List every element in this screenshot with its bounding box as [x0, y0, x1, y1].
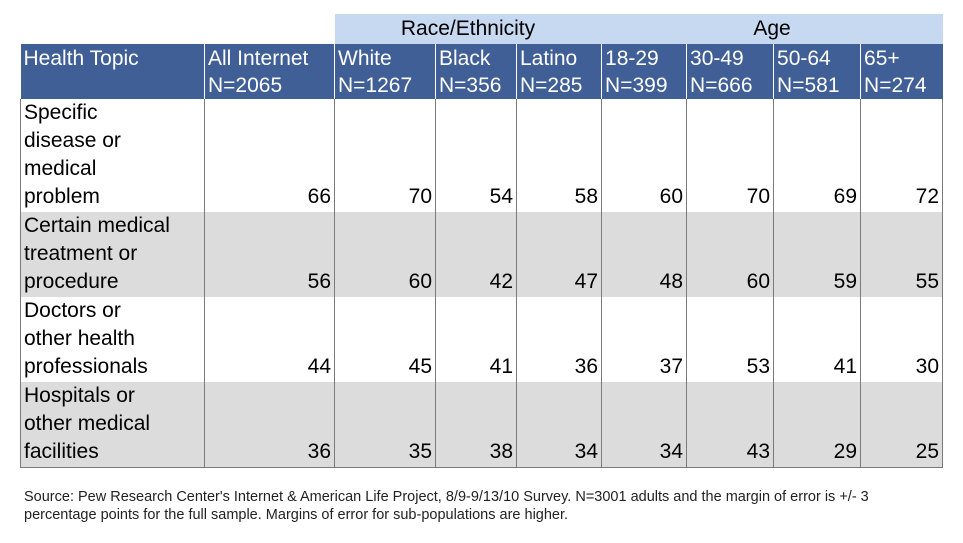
value-cell: 69 — [773, 99, 862, 212]
row-topic-line: other health — [24, 327, 135, 350]
value-cell: 59 — [773, 212, 862, 297]
table-body: Specific disease or medical problem 66 70 54 58… — [20, 99, 944, 468]
column-header-sample-size: N=399 — [605, 74, 668, 97]
value-cell: 70 — [334, 99, 436, 212]
group-header-race-ethnicity: Race/Ethnicity — [334, 14, 602, 44]
value-cell: 36 — [516, 297, 603, 382]
group-header-row: Race/Ethnicity Age — [21, 14, 943, 44]
value-cell: 66 — [204, 99, 335, 212]
row-topic-cell: Doctors or other health professionals — [20, 297, 205, 382]
value-cell: 72 — [860, 99, 944, 212]
row-topic-cell: Certain medical treatment or procedure — [20, 212, 205, 297]
row-topic-cell: Hospitals or other medical facilities — [20, 382, 205, 468]
value-cell: 30 — [860, 297, 944, 382]
row-topic-line: Doctors or — [24, 299, 121, 322]
value-cell: 70 — [686, 99, 775, 212]
column-header-sample-size: N=1267 — [338, 74, 413, 97]
value-cell: 41 — [435, 297, 517, 382]
column-header-sample-size: N=274 — [864, 74, 927, 97]
row-topic-line: Certain medical — [24, 214, 170, 237]
row-topic-line: treatment or — [24, 242, 138, 265]
column-header-label: Latino — [520, 47, 578, 70]
table-row: Doctors or other health professionals 44 45 4… — [20, 297, 944, 382]
column-header-white: White N=1267 — [334, 44, 436, 99]
row-topic-line: disease or — [24, 129, 121, 152]
table-row: Specific disease or medical problem 66 70 54 58… — [20, 99, 944, 212]
value-cell: 60 — [334, 212, 436, 297]
row-topic-line: Specific — [24, 101, 98, 124]
row-topic-line: other medical — [24, 412, 151, 435]
column-header-row: Health Topic All Internet N=2065 White N=126… — [20, 44, 943, 99]
group-header-age: Age — [601, 14, 943, 44]
row-topic-cell: Specific disease or medical problem — [20, 99, 205, 212]
value-cell: 45 — [334, 297, 436, 382]
group-header-blank — [21, 14, 335, 44]
column-header-label: 18-29 — [605, 47, 659, 70]
column-header-black: Black N=356 — [435, 44, 517, 99]
column-header-30-49: 30-49 N=666 — [686, 44, 775, 99]
value-cell: 41 — [773, 297, 862, 382]
value-cell: 53 — [686, 297, 775, 382]
value-cell: 34 — [516, 382, 603, 468]
value-cell: 38 — [435, 382, 517, 468]
value-cell: 48 — [601, 212, 688, 297]
value-cell: 29 — [773, 382, 862, 468]
value-cell: 56 — [204, 212, 335, 297]
column-header-label: White — [338, 47, 392, 70]
value-cell: 36 — [204, 382, 335, 468]
value-cell: 55 — [860, 212, 944, 297]
row-topic-line: problem — [24, 185, 100, 208]
table-row: Certain medical treatment or procedure 56 60… — [20, 212, 944, 297]
value-cell: 60 — [686, 212, 775, 297]
value-cell: 43 — [686, 382, 775, 468]
value-cell: 58 — [516, 99, 603, 212]
row-topic-line: medical — [24, 157, 97, 180]
column-header-18-29: 18-29 N=399 — [601, 44, 688, 99]
column-header-label: 65+ — [864, 47, 900, 70]
source-note: Source: Pew Research Center's Internet &… — [24, 489, 869, 523]
value-cell: 34 — [601, 382, 688, 468]
column-header-label: All Internet — [208, 47, 309, 70]
column-header-sample-size: N=666 — [690, 74, 753, 97]
health-topics-table: Race/Ethnicity Age Health Topic All Inter… — [20, 14, 944, 468]
column-header-sample-size: N=285 — [520, 74, 583, 97]
row-topic-line: Hospitals or — [24, 384, 135, 407]
column-header-label: 30-49 — [690, 47, 744, 70]
row-topic-line: professionals — [24, 355, 148, 378]
column-header-all-internet: All Internet N=2065 — [204, 44, 335, 99]
table-row: Hospitals or other medical facilities 36 35 3… — [20, 382, 944, 468]
column-header-label: Health Topic — [23, 47, 139, 70]
value-cell: 25 — [860, 382, 944, 468]
value-cell: 35 — [334, 382, 436, 468]
value-cell: 54 — [435, 99, 517, 212]
column-header-latino: Latino N=285 — [516, 44, 603, 99]
column-header-label: 50-64 — [777, 47, 831, 70]
value-cell: 44 — [204, 297, 335, 382]
value-cell: 60 — [601, 99, 688, 212]
row-topic-line: facilities — [24, 440, 99, 463]
value-cell: 47 — [516, 212, 603, 297]
column-header-label: Black — [439, 47, 491, 70]
data-table-container: Race/Ethnicity Age Health Topic All Inter… — [20, 14, 944, 468]
value-cell: 42 — [435, 212, 517, 297]
row-topic-line: procedure — [24, 270, 119, 293]
column-header-sample-size: N=581 — [777, 74, 840, 97]
column-header-health-topic: Health Topic — [20, 44, 205, 99]
column-header-sample-size: N=2065 — [208, 74, 283, 97]
column-header-sample-size: N=356 — [439, 74, 502, 97]
column-header-65-: 65+ N=274 — [860, 44, 943, 99]
value-cell: 37 — [601, 297, 688, 382]
column-header-50-64: 50-64 N=581 — [773, 44, 862, 99]
